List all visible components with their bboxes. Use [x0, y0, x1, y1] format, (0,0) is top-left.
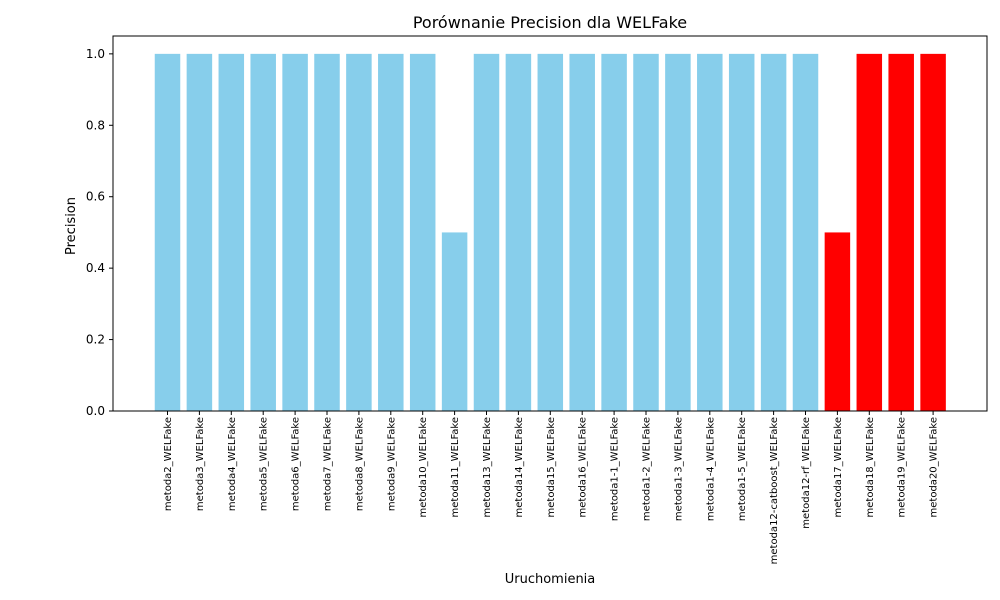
- x-tick-label: metoda9_WELFake: [386, 417, 397, 511]
- x-tick-label: metoda1-1_WELFake: [610, 417, 621, 521]
- x-tick-label: metoda1-3_WELFake: [673, 417, 684, 521]
- x-tick-label: metoda18_WELFake: [865, 417, 876, 517]
- bar: [920, 53, 946, 412]
- bar: [505, 53, 532, 412]
- bar: [569, 53, 595, 412]
- y-tick-label: 0.0: [86, 404, 105, 418]
- x-axis-label: Uruchomienia: [505, 572, 596, 587]
- bar: [633, 53, 659, 412]
- bar: [441, 232, 468, 411]
- x-tick-label: metoda6_WELFake: [291, 417, 302, 511]
- bar: [856, 53, 883, 412]
- y-axis-label: Precision: [64, 197, 79, 255]
- x-tick-label: metoda11_WELFake: [450, 417, 461, 517]
- y-tick-label: 0.8: [86, 118, 105, 132]
- x-tick-label: metoda10_WELFake: [418, 417, 429, 517]
- y-tick-label: 1.0: [86, 47, 105, 61]
- y-tick-label: 0.2: [86, 333, 105, 347]
- bar: [792, 53, 819, 412]
- x-tick-label: metoda1-5_WELFake: [737, 417, 748, 521]
- bar: [250, 53, 276, 412]
- bar: [473, 53, 500, 412]
- x-tick-label: metoda5_WELFake: [259, 417, 270, 511]
- y-tick-label: 0.4: [86, 261, 105, 275]
- y-tick-label: 0.6: [86, 190, 105, 204]
- x-tick-label: metoda8_WELFake: [354, 417, 365, 511]
- bar: [218, 53, 245, 412]
- bar: [888, 53, 914, 412]
- bar: [154, 53, 181, 412]
- x-tick-label: metoda7_WELFake: [323, 417, 334, 511]
- bar: [378, 53, 404, 412]
- bar: [186, 53, 213, 412]
- chart-title: Porównanie Precision dla WELFake: [413, 13, 687, 32]
- x-tick-label: metoda13_WELFake: [482, 417, 493, 517]
- bar: [760, 53, 787, 412]
- x-tick-label: metoda3_WELFake: [195, 417, 206, 511]
- x-tick-label: metoda1-2_WELFake: [642, 417, 653, 521]
- bar: [824, 232, 851, 411]
- bar: [601, 53, 627, 412]
- x-tick-label: metoda12-catboost_WELFake: [769, 417, 780, 564]
- bar: [314, 53, 340, 412]
- x-tick-label: metoda2_WELFake: [163, 417, 174, 511]
- x-tick-label: metoda15_WELFake: [546, 417, 557, 517]
- bar: [282, 53, 308, 412]
- x-tick-label: metoda14_WELFake: [514, 417, 525, 517]
- x-tick-label: metoda16_WELFake: [578, 417, 589, 517]
- bar: [537, 53, 564, 412]
- bar: [697, 53, 723, 412]
- x-tick-label: metoda4_WELFake: [227, 417, 238, 511]
- bar: [409, 53, 436, 412]
- x-tick-label: metoda1-4_WELFake: [705, 417, 716, 521]
- x-tick-label: metoda19_WELFake: [897, 417, 908, 517]
- x-tick-label: metoda17_WELFake: [833, 417, 844, 517]
- bar: [346, 53, 372, 412]
- bar: [728, 53, 755, 412]
- bar: [665, 53, 691, 412]
- x-tick-label: metoda20_WELFake: [929, 417, 940, 517]
- x-tick-label: metoda12-rf_WELFake: [801, 417, 812, 529]
